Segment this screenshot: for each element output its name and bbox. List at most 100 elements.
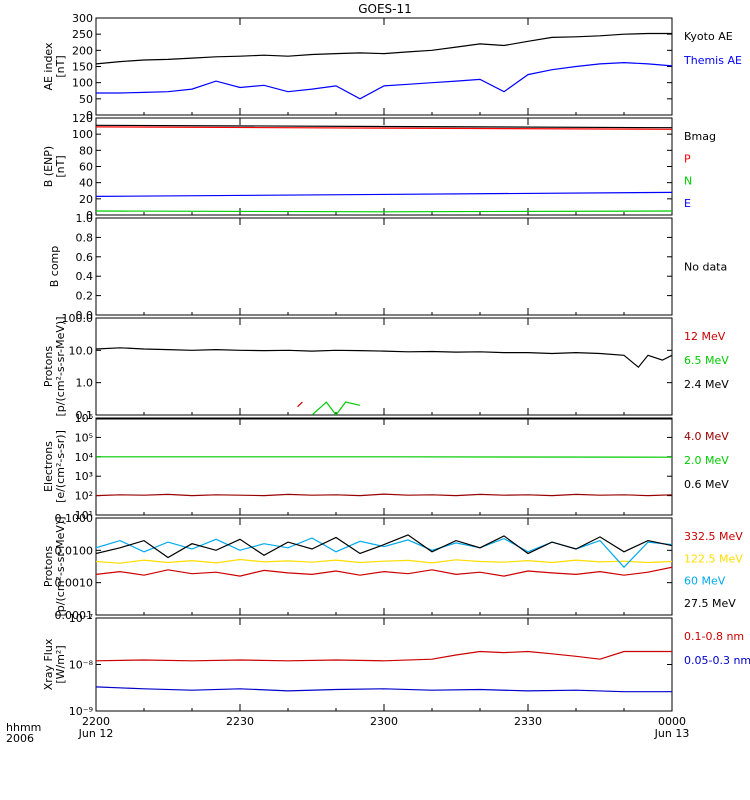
y-axis-label: AE index — [42, 42, 55, 91]
series-line — [96, 537, 672, 569]
y-tick-label: 10⁻⁹ — [69, 705, 93, 718]
y-tick-label: 100 — [72, 77, 93, 90]
time-tick-label: 0000 — [658, 715, 686, 728]
y-tick-label: 300 — [72, 12, 93, 25]
y-axis-label: B (ENP) — [42, 146, 55, 187]
series-line — [96, 650, 672, 662]
y-axis-label: Protons — [42, 546, 55, 587]
legend-label: 332.5 MeV — [684, 530, 743, 543]
legend-label: Bmag — [684, 130, 716, 143]
series-line — [96, 347, 672, 369]
y-tick-label: 150 — [72, 61, 93, 74]
series-line — [96, 126, 672, 130]
panel-frame — [95, 117, 673, 216]
y-tick-label: 10⁶ — [75, 412, 94, 425]
y-tick-label: 20 — [79, 193, 93, 206]
panel-frame — [95, 217, 673, 316]
panel-7: 10⁻⁹ 10⁻⁸ 10⁻⁷ Xray Flux [W/m²] 0.1-0.8 nm 0.0… — [42, 612, 750, 718]
legend-label: Kyoto AE — [684, 30, 733, 43]
y-axis-label: [W/m²] — [54, 645, 67, 683]
time-axis-label-top: hhmm — [6, 721, 41, 734]
y-tick-label: 100.0 — [62, 312, 94, 325]
series-line — [96, 493, 672, 497]
panel-frame — [95, 17, 673, 116]
legend-label: E — [684, 197, 691, 210]
y-axis-label: [p/(cm²-s-sr-MeV)] — [54, 317, 67, 417]
y-tick-label: 40 — [79, 177, 93, 190]
panel-frame — [95, 417, 673, 516]
panel-2: 0 20 40 60 80 100 120 B (ENP) [nT] Bmag PNE — [42, 112, 716, 222]
y-tick-label: 0 — [86, 109, 93, 122]
legend-label: 0.05-0.3 nm — [684, 654, 750, 667]
y-tick-label: 0.0010 — [55, 577, 94, 590]
y-tick-label: 200 — [72, 44, 93, 57]
y-axis-label: [nT] — [54, 155, 67, 177]
panel-5: 10¹ 10² 10³ 10⁴ 10⁵ 10⁶ Electrons [e/(cm²-s-sr)… — [42, 412, 729, 522]
y-tick-label: 250 — [72, 28, 93, 41]
series-line — [96, 534, 672, 559]
legend-label: N — [684, 175, 692, 188]
y-tick-label: 0.4 — [76, 270, 94, 283]
series-line — [96, 61, 672, 100]
legend-label: 0.1-0.8 nm — [684, 630, 744, 643]
y-tick-label: 0.8 — [76, 231, 94, 244]
panel-frame — [95, 317, 673, 416]
y-axis-label: Electrons — [42, 441, 55, 492]
y-tick-label: 0.2 — [76, 290, 94, 303]
panel-frame — [95, 617, 673, 712]
time-axis-label-bottom: 2006 — [6, 732, 34, 745]
y-axis-label: Xray Flux — [42, 638, 55, 690]
time-tick-label: 2330 — [514, 715, 542, 728]
y-axis-label: Protons — [42, 346, 55, 387]
y-tick-label: 50 — [79, 93, 93, 106]
y-axis-label: [e/(cm²-s-sr)] — [54, 430, 67, 503]
y-tick-label: 10⁻⁷ — [69, 612, 93, 625]
y-tick-label: 60 — [79, 161, 93, 174]
legend-label: 27.5 MeV — [684, 597, 736, 610]
y-tick-label: 0.0 — [76, 309, 94, 322]
y-tick-label: 10⁴ — [75, 451, 94, 464]
series-line — [96, 191, 672, 197]
legend-label: 12 MeV — [684, 330, 726, 343]
y-tick-label: 0 — [86, 209, 93, 222]
series-line — [96, 32, 672, 65]
series-line — [96, 124, 672, 129]
legend-label: 122.5 MeV — [684, 552, 743, 565]
y-tick-label: 10³ — [75, 470, 93, 483]
panel-1: 0 50 100 150 200 250 300 AE index [nT] Kyoto AE Th… — [42, 12, 742, 122]
y-tick-label: 10² — [75, 490, 93, 503]
no-data-label: No data — [684, 261, 727, 274]
date-tick-label: Jun 13 — [654, 727, 690, 740]
panel-frame — [95, 517, 673, 616]
y-tick-label: 10¹ — [75, 509, 93, 522]
y-tick-label: 80 — [79, 144, 93, 157]
legend-label: P — [684, 152, 691, 165]
y-axis-label: [nT] — [54, 55, 67, 77]
panel-6: 0.0001 0.0010 0.0100 0.1000 Protons [p/(cm²-s… — [42, 512, 743, 622]
y-tick-label: 0.0001 — [55, 609, 94, 622]
panel-3: 0.0 0.2 0.4 0.6 0.8 1.0 B comp No data — [48, 212, 727, 322]
series-line — [297, 401, 303, 408]
y-tick-label: 10⁵ — [75, 431, 93, 444]
y-tick-label: 0.6 — [76, 251, 94, 264]
series-line — [96, 210, 672, 213]
panel-4: 0.1 1.0 10.0 100.0 Protons [p/(cm²-s-sr-MeV)]… — [42, 312, 729, 422]
y-tick-label: 0.1000 — [55, 512, 94, 525]
date-tick-label: Jun 12 — [78, 727, 114, 740]
y-tick-label: 1.0 — [76, 212, 94, 225]
y-axis-label: [p/(cm²-s-sr-MeV)] — [54, 517, 67, 617]
series-line — [96, 566, 672, 577]
y-tick-label: 1.0 — [76, 377, 94, 390]
legend-label: 4.0 MeV — [684, 430, 729, 443]
time-tick-label: 2230 — [226, 715, 254, 728]
y-axis-label: B comp — [48, 246, 61, 288]
series-line — [311, 401, 361, 415]
legend-label: 60 MeV — [684, 575, 726, 588]
y-tick-label: 100 — [72, 128, 93, 141]
series-line — [96, 558, 672, 564]
legend-label: 0.6 MeV — [684, 478, 729, 491]
legend-label: 6.5 MeV — [684, 354, 729, 367]
legend-label: Themis AE — [683, 54, 742, 67]
